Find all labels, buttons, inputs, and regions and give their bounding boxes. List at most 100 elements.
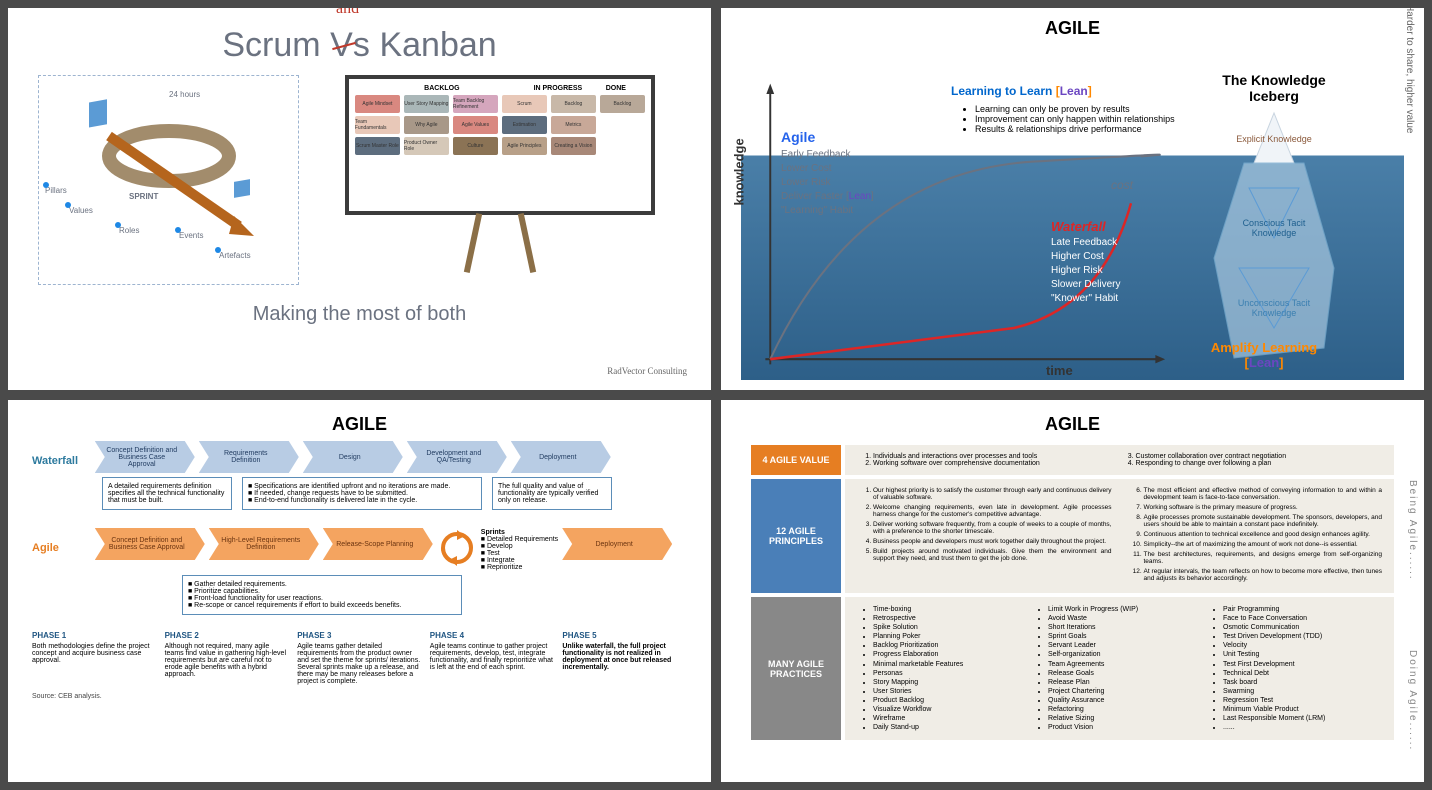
agile-value: Responding to change over following a pl… <box>1136 460 1383 467</box>
slide3-header: AGILE <box>8 400 711 441</box>
cost-label: cost <box>1111 178 1133 192</box>
slide-agile-iceberg: AGILE knowledge time Harder to share, hi… <box>721 8 1424 390</box>
agile-practice: Progress Elaboration <box>873 650 1032 659</box>
agile-principle: Simplicity--the art of maximizing the am… <box>1144 541 1383 548</box>
agile-practice: Product Vision <box>1048 723 1207 732</box>
agile-practice: Technical Debt <box>1223 669 1382 678</box>
kanban-card: Estimation <box>502 116 547 134</box>
agile-principle: Continuous attention to technical excell… <box>1144 531 1383 538</box>
agile-practice: Regression Test <box>1223 696 1382 705</box>
agile-principle: Deliver working software frequently, fro… <box>873 521 1112 535</box>
kanban-card: Team Backlog Refinement <box>453 95 498 113</box>
agile-principle: Build projects around motivated individu… <box>873 548 1112 562</box>
kanban-card: Backlog <box>600 95 645 113</box>
ag-phase-chevron: High-Level Requirements Definition <box>209 528 319 560</box>
slide1-title: Scrum and Vs Kanban <box>8 8 711 65</box>
agile-practice: Self-organization <box>1048 650 1207 659</box>
title-vs: Vs <box>330 26 370 64</box>
agile-practice: Servant Leader <box>1048 641 1207 650</box>
phase-description: PHASE 1Both methodologies define the pro… <box>32 631 157 685</box>
label-practices: MANY AGILE PRACTICES <box>751 597 841 740</box>
slide1-subtitle: Making the most of both <box>8 303 711 326</box>
slide2-header: AGILE <box>721 8 1424 41</box>
agile-practice: Short Iterations <box>1048 623 1207 632</box>
agile-practice: Retrospective <box>873 614 1032 623</box>
kanban-card: User Story Mapping <box>404 95 449 113</box>
slide-waterfall-vs-agile: AGILE Waterfall Concept Definition and B… <box>8 400 711 782</box>
agile-practice: Planning Poker <box>873 632 1032 641</box>
kanban-card: Scrum <box>502 95 547 113</box>
practices-box: Time-boxingRetrospectiveSpike SolutionPl… <box>845 597 1394 740</box>
agile-value: Working software over comprehensive docu… <box>873 460 1120 467</box>
kanban-card: Agile Mindset <box>355 95 400 113</box>
kanban-card: Scrum Master Role <box>355 137 400 155</box>
iceberg-title: The Knowledge Iceberg <box>1204 72 1344 104</box>
label-principles: 12 AGILE PRINCIPLES <box>751 479 841 593</box>
cycle-icon <box>437 528 477 571</box>
kanban-card: Culture <box>453 137 498 155</box>
agile-principle: Agile processes promote sustainable deve… <box>1144 514 1383 528</box>
agile-principle: Business people and developers must work… <box>873 538 1112 545</box>
wf-phase-chevron: Concept Definition and Business Case App… <box>95 441 195 473</box>
agile-practice: User Stories <box>873 687 1032 696</box>
phase-description: PHASE 5Unlike waterfall, the full projec… <box>562 631 687 685</box>
agile-practice: Story Mapping <box>873 678 1032 687</box>
title-and: and <box>336 8 359 18</box>
label-values: Values <box>69 206 93 215</box>
learning-bullets: Learning can only be proven by resultsIm… <box>961 104 1175 134</box>
wf-callout-3: The full quality and value of functional… <box>492 477 612 510</box>
agile-practice: Pair Programming <box>1223 605 1382 614</box>
waterfall-label: Waterfall <box>32 455 92 467</box>
agile-practice: Minimum Viable Product <box>1223 705 1382 714</box>
wf-phase-chevron: Development and QA/Testing <box>407 441 507 473</box>
agile-principle: Welcome changing requirements, even late… <box>873 504 1112 518</box>
phase-description: PHASE 2Although not required, many agile… <box>165 631 290 685</box>
iceberg-graphic: Explicit KnowledgeConscious Tacit Knowle… <box>1194 108 1354 368</box>
agile-practice: Visualize Workflow <box>873 705 1032 714</box>
label-events: Events <box>179 231 203 240</box>
right-axis-label: Harder to share, higher value <box>1405 8 1416 134</box>
kanban-card: Why Agile <box>404 116 449 134</box>
label-values: 4 AGILE VALUE <box>751 445 841 475</box>
agile-practice: Project Chartering <box>1048 687 1207 696</box>
slide-agile-values: AGILE Being Agile...... Doing Agile.....… <box>721 400 1424 782</box>
slide4-header: AGILE <box>721 400 1424 445</box>
agile-text-block: Agile Early Feedback Lower Cost Lower Ri… <box>781 128 874 218</box>
iceberg-label: Explicit Knowledge <box>1224 134 1324 144</box>
agile-value: Customer collaboration over contract neg… <box>1136 453 1383 460</box>
x-axis-label: time <box>1046 363 1073 378</box>
agile-principle: The best architectures, requirements, an… <box>1144 551 1383 565</box>
agile-label: Agile <box>32 542 92 554</box>
kanban-card: Team Fundamentals <box>355 116 400 134</box>
sprint-diagram: Pillars Values Roles Events Artefacts SP… <box>38 75 299 285</box>
agile-practice: Release Goals <box>1048 669 1207 678</box>
label-sprint: SPRINT <box>129 192 158 201</box>
kanban-board: BACKLOG IN PROGRESS DONE Agile MindsetTe… <box>319 75 681 285</box>
waterfall-text-block: Waterfall Late Feedback Higher Cost High… <box>1051 218 1120 306</box>
slide-scrum-kanban: Scrum and Vs Kanban Pillars Values Roles… <box>8 8 711 390</box>
wf-phase-chevron: Requirements Definition <box>199 441 299 473</box>
agile-practice: Team Agreements <box>1048 660 1207 669</box>
agile-value: Individuals and interactions over proces… <box>873 453 1120 460</box>
agile-practice: Unit Testing <box>1223 650 1382 659</box>
agile-practice: Limit Work in Progress (WIP) <box>1048 605 1207 614</box>
agile-practice: Daily Stand-up <box>873 723 1032 732</box>
agile-practice: Test Driven Development (TDD) <box>1223 632 1382 641</box>
label-24h: 24 hours <box>169 90 200 99</box>
label-roles: Roles <box>119 226 139 235</box>
agile-practice: Osmotic Communication <box>1223 623 1382 632</box>
agile-principle: Working software is the primary measure … <box>1144 504 1383 511</box>
learning-title: Learning to Learn [Lean] <box>951 84 1092 98</box>
col-inprogress: IN PROGRESS <box>529 85 587 92</box>
side-being: Being Agile...... <box>1407 480 1418 581</box>
brand: RadVector Consulting <box>607 366 687 376</box>
side-doing: Doing Agile...... <box>1407 650 1418 751</box>
iceberg-label: Unconscious Tacit Knowledge <box>1224 298 1324 318</box>
sprint-box: Sprints■ Detailed Requirements■ Develop■… <box>481 529 558 571</box>
learning-bullet: Learning can only be proven by results <box>975 104 1175 114</box>
ag-callout: ■ Gather detailed requirements. ■ Priori… <box>182 575 462 615</box>
wf-callout-1: A detailed requirements definition speci… <box>102 477 232 510</box>
ag-phase-chevron: Concept Definition and Business Case App… <box>95 528 205 560</box>
phase-description: PHASE 4Agile teams continue to gather pr… <box>430 631 555 685</box>
agile-practice: Spike Solution <box>873 623 1032 632</box>
